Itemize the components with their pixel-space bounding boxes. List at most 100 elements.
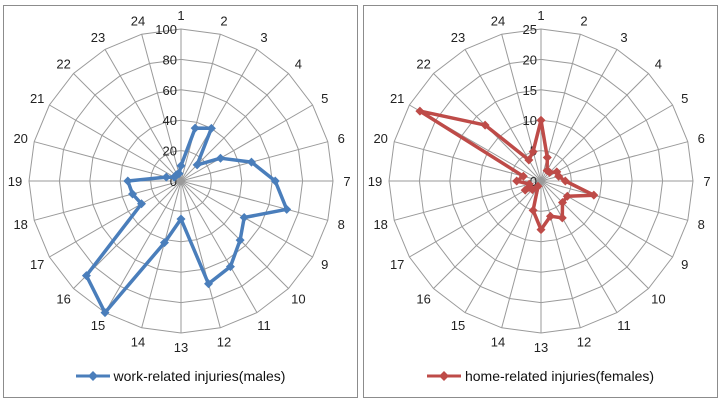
- data-point: [215, 153, 225, 163]
- category-label: 24: [131, 14, 145, 29]
- data-point: [542, 153, 552, 163]
- grid-spoke: [141, 180, 182, 328]
- category-label: 3: [620, 30, 627, 45]
- category-label: 19: [368, 174, 382, 189]
- grid-spoke: [180, 180, 289, 289]
- radial-tick-label: 15: [523, 83, 537, 98]
- category-label: 4: [295, 57, 302, 72]
- grid-spoke: [540, 180, 649, 289]
- grid-spoke: [540, 180, 581, 328]
- data-point: [123, 176, 133, 186]
- category-label: 20: [13, 131, 27, 146]
- category-label: 4: [655, 57, 662, 72]
- radial-tick-label: 20: [163, 144, 177, 159]
- radial-tick-label: 10: [523, 113, 537, 128]
- data-point: [190, 123, 200, 133]
- category-label: 16: [416, 291, 430, 306]
- category-label: 15: [451, 318, 465, 333]
- data-point: [545, 211, 555, 221]
- category-label: 14: [131, 334, 145, 349]
- grid-spoke: [104, 180, 182, 313]
- category-label: 21: [390, 91, 404, 106]
- grid-spoke: [49, 104, 182, 182]
- grid-spoke: [540, 49, 618, 182]
- data-point: [239, 212, 249, 222]
- series-line: [418, 109, 596, 232]
- category-label: 5: [321, 91, 328, 106]
- category-label: 2: [220, 14, 227, 29]
- category-label: 11: [257, 318, 271, 333]
- grid-spoke: [34, 141, 182, 182]
- category-label: 8: [338, 217, 345, 232]
- data-point: [137, 199, 147, 209]
- grid-spoke: [501, 34, 542, 182]
- category-label: 22: [56, 57, 70, 72]
- category-label: 7: [703, 174, 710, 189]
- grid-spoke: [540, 141, 688, 182]
- radial-tick-label: 0: [530, 174, 537, 189]
- data-point: [557, 197, 567, 207]
- category-label: 12: [577, 334, 591, 349]
- data-point: [552, 167, 562, 177]
- legend-label-work: work-related injuries(males): [113, 368, 286, 384]
- data-point: [128, 189, 138, 199]
- category-label: 6: [698, 131, 705, 146]
- category-label: 15: [91, 318, 105, 333]
- grid-spoke: [409, 180, 542, 258]
- grid-spoke: [141, 34, 182, 182]
- data-point: [524, 179, 534, 189]
- data-point: [235, 235, 245, 245]
- grid-spoke: [180, 180, 221, 328]
- category-label: 12: [217, 334, 231, 349]
- category-label: 7: [343, 174, 350, 189]
- data-point: [524, 155, 534, 165]
- grid-spoke: [180, 34, 221, 182]
- data-point: [554, 171, 564, 181]
- chart-panel-work: 1 2 3 4 5 6 7 8 9 10 11 12 13 14 15 16 17 18 19 20 21 22 23 24 0…: [3, 5, 358, 398]
- radar-grid: [388, 28, 694, 334]
- data-point: [246, 157, 256, 167]
- chart-panel-home: 1 2 3 4 5 6 7 8 9 10 11 12 13 14 15 16 17 18 19 20 21 22 23 24 0…: [363, 5, 718, 398]
- data-point: [225, 262, 235, 272]
- data-point: [536, 225, 546, 235]
- category-label: 13: [174, 340, 188, 355]
- grid-spoke: [180, 104, 313, 182]
- category-label: 3: [260, 30, 267, 45]
- data-point: [81, 271, 91, 281]
- grid-spoke: [394, 180, 542, 221]
- data-point: [100, 308, 110, 318]
- category-label: 5: [681, 91, 688, 106]
- data-point: [536, 115, 546, 125]
- radar-chart-home: 1 234567891011121314151617181920212223240…: [368, 8, 711, 355]
- grid-spoke: [540, 180, 688, 221]
- grid-spoke: [464, 180, 542, 313]
- data-point: [560, 176, 570, 186]
- category-label: 23: [451, 30, 465, 45]
- category-label: 19: [8, 174, 22, 189]
- category-label: 9: [321, 257, 328, 272]
- grid-spoke: [394, 141, 542, 182]
- data-point: [562, 191, 572, 201]
- category-label: 20: [373, 131, 387, 146]
- data-point: [512, 176, 522, 186]
- grid-spoke: [540, 104, 673, 182]
- category-label: 6: [338, 131, 345, 146]
- category-label: 13: [534, 340, 548, 355]
- data-point: [176, 214, 186, 224]
- radial-tick-label: 0: [170, 174, 177, 189]
- data-point: [528, 147, 538, 157]
- legend-marker-work: [75, 371, 110, 381]
- category-label: 10: [291, 291, 305, 306]
- legend-home: home-related injuries(females): [364, 361, 717, 391]
- data-point: [159, 238, 169, 248]
- data-point: [528, 205, 538, 215]
- radial-tick-label: 20: [523, 52, 537, 67]
- category-label: 18: [13, 217, 27, 232]
- grid-spoke: [180, 49, 258, 182]
- series-line: [84, 126, 289, 315]
- category-label: 2: [580, 14, 587, 29]
- data-point: [192, 160, 202, 170]
- category-label: 1: [537, 8, 544, 23]
- radial-tick-label: 60: [163, 83, 177, 98]
- radar-grid: [28, 28, 334, 334]
